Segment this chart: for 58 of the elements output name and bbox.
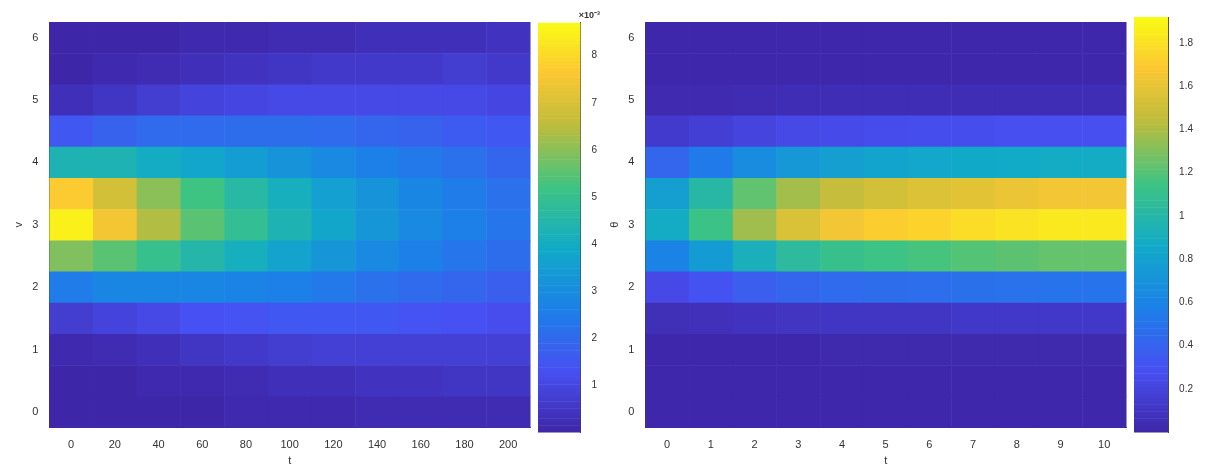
x-tick-label: 1 [707, 438, 714, 451]
x-tick-label: 10 [1098, 438, 1111, 451]
x-tick-label: 100 [280, 438, 299, 451]
y-tick-label: 6 [32, 30, 39, 43]
color-bar-label: 0.4 [1179, 339, 1194, 351]
x-tick-label: 9 [1057, 438, 1064, 451]
x-tick-label: 7 [969, 438, 977, 451]
x-tick-label: 140 [367, 438, 387, 451]
color-bar-label: 3 [591, 284, 598, 296]
color-bar-label: 0.2 [1179, 382, 1194, 394]
y-tick-label: 0 [628, 405, 635, 418]
color-bar-label: 1.2 [1179, 166, 1194, 178]
color-bar-label: 1 [591, 378, 598, 390]
y-axis-title: θ [607, 221, 620, 228]
color-bar-title: ×10⁻³ [578, 9, 600, 20]
x-tick-label: 180 [455, 438, 474, 451]
y-tick-label: 0 [32, 405, 39, 418]
x-tick-label: 8 [1013, 438, 1020, 451]
color-bar-label: 2 [591, 331, 598, 343]
y-tick-label: 2 [32, 280, 39, 293]
x-tick-label: 6 [926, 438, 933, 451]
y-tick-label: 1 [628, 342, 635, 355]
x-tick-label: 5 [882, 438, 889, 451]
color-bar-label: 0.8 [1179, 252, 1194, 264]
y-tick-label: 2 [628, 280, 635, 293]
x-tick-label: 80 [239, 438, 253, 451]
color-bar-label: 1.4 [1179, 123, 1194, 135]
y-tick-label: 6 [628, 30, 635, 43]
x-axis-title: t [884, 454, 888, 467]
y-tick-label: 5 [628, 93, 635, 106]
color-bar-label: 5 [591, 190, 598, 202]
y-tick-label: 4 [628, 155, 635, 168]
x-tick-label: 200 [498, 438, 518, 451]
y-tick-label: 3 [32, 217, 39, 230]
x-tick-label: 0 [664, 438, 671, 451]
x-tick-label: 2 [751, 438, 758, 451]
color-bar-label: 7 [591, 96, 598, 108]
color-bar-label: 1 [1179, 209, 1186, 221]
color-bar-label: 8 [591, 49, 598, 61]
y-axis-title: v [11, 221, 24, 228]
x-tick-label: 0 [68, 438, 75, 451]
x-axis-title: t [288, 454, 292, 467]
x-tick-label: 40 [152, 438, 165, 451]
y-tick-label: 4 [32, 155, 39, 168]
color-bar-label: 1.8 [1179, 36, 1194, 48]
color-bar-label: 6 [591, 143, 598, 155]
color-bar-label: 1.6 [1179, 79, 1194, 91]
y-tick-label: 1 [32, 342, 39, 355]
y-tick-label: 3 [628, 217, 635, 230]
x-tick-label: 160 [411, 438, 430, 451]
x-tick-label: 4 [838, 438, 846, 451]
x-tick-label: 120 [324, 438, 343, 451]
x-tick-label: 20 [108, 438, 121, 451]
color-bar-label: 4 [591, 237, 598, 249]
x-tick-label: 3 [795, 438, 802, 451]
y-tick-label: 5 [32, 93, 39, 106]
x-tick-label: 60 [196, 438, 209, 451]
color-bar-label: 0.6 [1179, 296, 1194, 308]
